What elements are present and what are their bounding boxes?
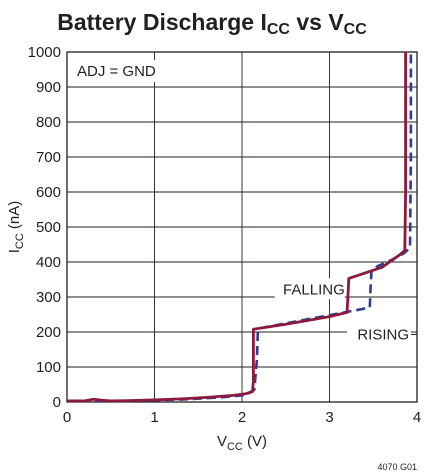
legend-label-falling: FALLING (274, 278, 345, 300)
annotation-box: ADJ = GND (73, 60, 159, 82)
series-layer (66, 52, 413, 403)
y-tick-label: 300 (36, 289, 61, 306)
chart-grid (67, 52, 417, 402)
x-tick-label: 1 (150, 409, 158, 426)
y-tick-label: 900 (36, 79, 61, 96)
y-tick-label: 100 (36, 359, 61, 376)
y-tick-label: 1000 (28, 44, 61, 61)
y-tick-label: 500 (36, 219, 61, 236)
x-tick-label: 3 (325, 409, 333, 426)
series-line-falling (67, 52, 408, 403)
chart-title: Battery Discharge ICC vs VCC (57, 9, 367, 38)
y-axis-label: ICC (nA) (6, 201, 26, 254)
y-tick-label: 400 (36, 254, 61, 271)
tick-labels: 0 1 2 3 4 0 100 200 300 400 500 600 700 800 900 1000 (28, 44, 422, 426)
x-tick-label: 2 (238, 409, 246, 426)
series-label-rising: RISING (357, 326, 409, 343)
x-tick-label: 4 (413, 409, 421, 426)
series-label-falling: FALLING (283, 281, 345, 298)
legend-label-rising: RISING (347, 323, 417, 346)
figure-id: 4070 G01 (377, 462, 417, 472)
y-tick-label: 0 (53, 394, 61, 411)
plot-frame (66, 51, 418, 403)
annotation-text: ADJ = GND (77, 63, 156, 80)
x-axis-label: VCC (V) (217, 433, 267, 453)
y-tick-label: 700 (36, 149, 61, 166)
y-tick-label: 200 (36, 324, 61, 341)
y-tick-label: 800 (36, 114, 61, 131)
y-tick-label: 600 (36, 184, 61, 201)
x-tick-label: 0 (63, 409, 71, 426)
